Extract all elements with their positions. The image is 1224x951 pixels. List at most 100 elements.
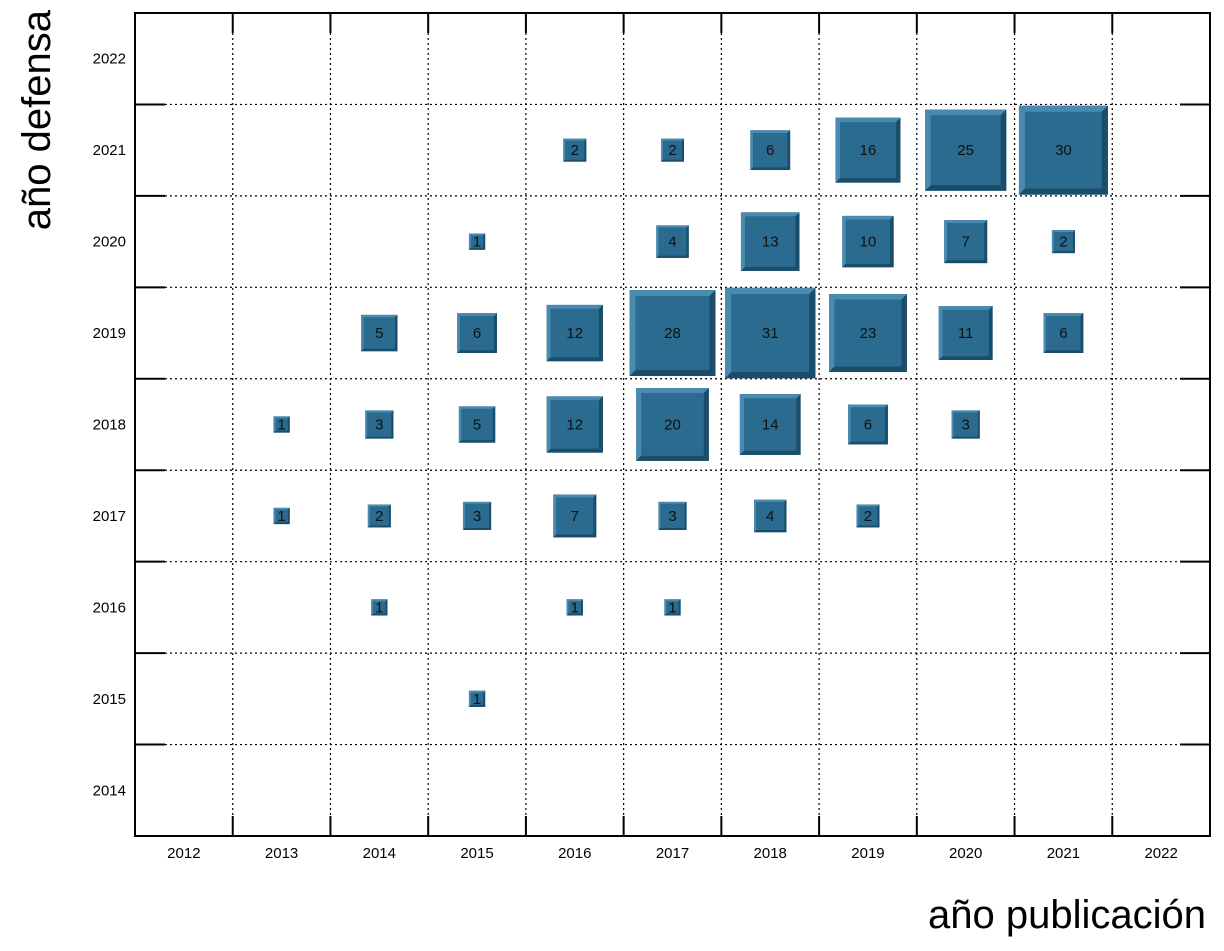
x-tick-label: 2014 [363,845,396,862]
cell-box: 5 [361,314,398,352]
cell-box-inner [275,418,288,431]
cell-box: 12 [546,396,603,453]
cell-box: 6 [1043,313,1084,353]
cell-box: 6 [750,130,791,171]
cell-box: 1 [664,599,681,616]
cell-box-inner [658,227,687,256]
cell-value-label: 1 [277,417,285,434]
cell-value-label: 6 [766,142,774,159]
cell-value-label: 13 [762,234,779,251]
cell-box-inner [367,412,392,437]
cell-value-label: 1 [571,599,579,616]
plot-frame [134,12,1211,837]
cell-value-label: 12 [566,325,583,342]
cell-box: 25 [925,109,1007,191]
cell-box-inner [470,692,484,705]
cell-box-inner [745,216,796,267]
cell-box-inner [373,601,386,614]
cell-box-inner [369,506,389,526]
cell-value-label: 3 [962,417,970,434]
x-tick-label: 2020 [949,845,982,862]
cell-box: 1 [468,690,486,708]
cell-box-highlight [371,599,388,616]
cell-box-inner [470,235,484,248]
cell-value-label: 25 [957,142,974,159]
cell-value-label: 4 [766,508,774,525]
cell-box-inner [461,408,493,441]
cell-box-shadow [273,507,290,525]
y-tick-label: 2021 [93,142,126,159]
cell-value-label: 11 [958,325,974,342]
y-tick-label: 2018 [93,417,126,434]
cell-box-inner [464,503,490,529]
cell-box: 7 [944,220,988,264]
cell-box-inner [663,140,682,160]
cell-box: 1 [371,599,388,616]
cell-value-label: 2 [668,142,676,159]
cell-box: 30 [1018,105,1108,195]
cell-box: 3 [462,501,492,531]
x-tick-labels: 2012 2013 2014 2015 2016 2017 2018 2019 2020 2021… [167,845,1178,862]
cell-box-inner [666,601,679,614]
cell-value-label: 16 [860,142,877,159]
cell-box-inner [1053,232,1073,252]
cell-box: 1 [273,416,290,434]
y-tick-label: 2020 [93,234,126,251]
y-tick-label: 2017 [93,508,126,525]
cell-value-label: 1 [375,599,383,616]
cell-value-label: 6 [473,325,481,342]
cell-box: 1 [468,233,486,251]
cell-box: 20 [636,388,709,461]
cell-box-inner [744,398,797,451]
cell-box-inner [930,115,1001,186]
cell-value-label: 5 [473,417,481,434]
x-tick-label: 2018 [754,845,787,862]
cell-box-shadow [273,416,290,433]
cell-box-inner [660,503,685,529]
y-tick-label: 2016 [93,599,126,616]
cell-box: 7 [553,494,597,538]
cell-value-label: 3 [473,508,481,525]
cell-box-inner [845,219,891,264]
cell-box-inner [840,122,896,179]
x-tick-label: 2016 [558,845,591,862]
y-axis-title: año defensa [15,9,59,230]
cell-box: 4 [656,225,689,258]
cell-box: 2 [1051,230,1075,254]
cell-box-shadow [468,690,486,707]
cell-value-label: 6 [864,417,872,434]
cell-value-label: 2 [864,508,872,525]
cell-box-inner [459,315,495,351]
cell-box-shadow [468,233,486,250]
cell-box-inner [556,497,594,535]
cell-box: 6 [848,404,888,445]
cell-box-inner [565,140,585,160]
cell-box-inner [953,412,978,437]
cell-box: 3 [365,410,394,439]
cell-box-highlight [468,233,486,250]
cell-box-inner [756,501,785,530]
x-tick-label: 2012 [167,845,200,862]
cell-box-shadow [566,599,583,616]
x-axis-title: año publicación [928,893,1206,937]
y-tick-label: 2015 [93,691,126,708]
cell-box: 16 [835,117,901,183]
cell-box-inner [731,294,810,372]
cell-box-inner [550,400,599,449]
cell-box: 3 [658,501,687,531]
cell-box-inner [363,317,395,349]
y-tick-label: 2019 [93,325,126,342]
cell-box-shadow [664,599,681,616]
cell-value-label: 14 [762,417,779,434]
cell-value-label: 7 [571,508,579,525]
cell-value-label: 1 [277,508,285,525]
cell-box: 13 [740,212,800,271]
cell-box: 2 [367,504,391,528]
x-tick-label: 2013 [265,845,298,862]
cell-box: 1 [566,599,583,616]
cell-box-inner [550,308,599,358]
cell-box-inner [753,133,788,168]
cell-box-shadow [371,599,388,616]
cell-box: 6 [457,313,497,353]
cell-value-label: 23 [860,325,877,342]
